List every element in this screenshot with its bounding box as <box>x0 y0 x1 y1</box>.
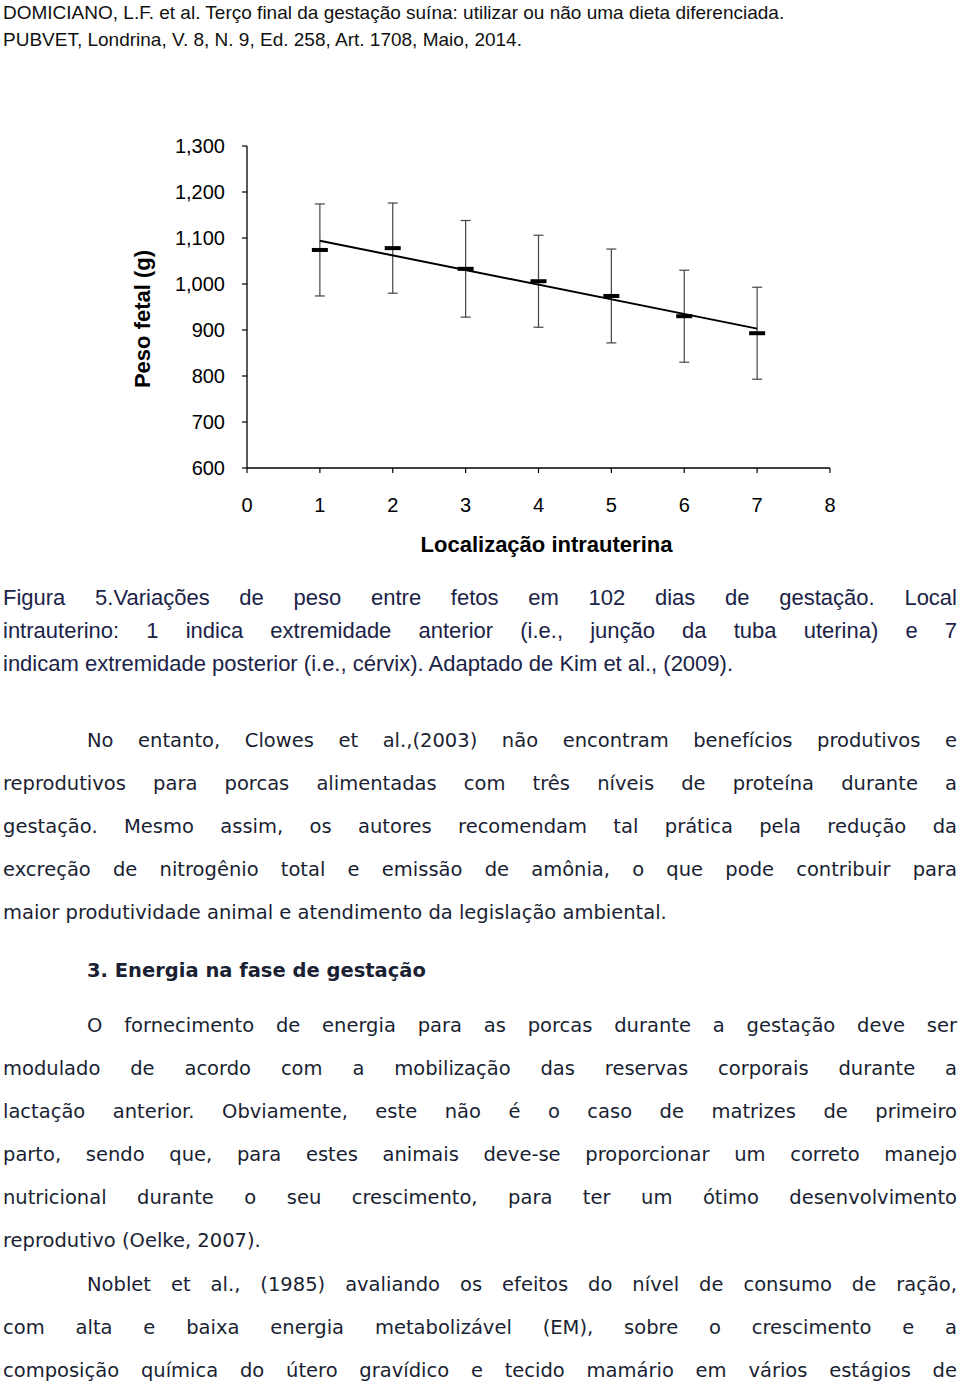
y-tick-label: 600 <box>192 457 225 479</box>
error-cap <box>315 295 325 296</box>
y-tick <box>242 237 247 238</box>
x-axis-title: Localização intrauterina <box>421 532 674 557</box>
x-tick <box>538 468 539 473</box>
x-tick-label: 8 <box>824 494 835 516</box>
x-tick <box>465 468 466 473</box>
y-tick <box>242 467 247 468</box>
caption-line: intrauterino: 1 indica extremidade anter… <box>3 618 957 644</box>
y-tick <box>242 375 247 376</box>
error-cap <box>388 202 398 203</box>
paragraph-line: nutricional durante o seu crescimento, p… <box>3 1185 957 1211</box>
x-tick-label: 6 <box>679 494 690 516</box>
x-tick <box>319 468 320 473</box>
error-cap <box>606 342 616 343</box>
trend-line <box>320 241 757 329</box>
mean-marker <box>385 246 401 250</box>
paragraph-line: reprodutivo (Oelke, 2007). <box>3 1228 261 1254</box>
y-tick-label: 1,200 <box>175 181 225 203</box>
error-cap <box>679 362 689 363</box>
y-tick <box>242 283 247 284</box>
x-tick-label: 5 <box>606 494 617 516</box>
y-tick-label: 800 <box>192 365 225 387</box>
y-tick <box>242 145 247 146</box>
plot-area <box>312 203 765 379</box>
paragraph-line: Noblet et al., (1985) avaliando os efeit… <box>87 1272 957 1298</box>
x-tick <box>392 468 393 473</box>
x-tick <box>829 468 830 473</box>
y-tick <box>242 329 247 330</box>
paragraph-line: excreção de nitrogênio total e emissão d… <box>3 857 957 883</box>
error-cap <box>461 317 471 318</box>
x-tick <box>757 468 758 473</box>
error-cap <box>315 203 325 204</box>
mean-marker <box>749 331 765 335</box>
header-line: PUBVET, Londrina, V. 8, N. 9, Ed. 258, A… <box>3 27 522 53</box>
error-cap <box>534 327 544 328</box>
caption-line: indicam extremidade posterior (i.e., cér… <box>3 651 957 677</box>
section-heading: 3. Energia na fase de gestação <box>87 958 426 984</box>
error-cap <box>752 287 762 288</box>
y-tick-label: 700 <box>192 411 225 433</box>
error-cap <box>752 379 762 380</box>
paragraph-line: com alta e baixa energia metabolizável (… <box>3 1315 957 1341</box>
y-tick-label: 1,100 <box>175 227 225 249</box>
paragraph-line: reprodutivos para porcas alimentadas com… <box>3 771 957 797</box>
y-tick-label: 1,000 <box>175 273 225 295</box>
mean-marker <box>312 248 328 252</box>
x-tick-label: 4 <box>533 494 544 516</box>
y-tick-label: 1,300 <box>175 135 225 157</box>
y-tick-label: 900 <box>192 319 225 341</box>
x-tick-label: 3 <box>460 494 471 516</box>
error-cap <box>461 220 471 221</box>
paragraph-line: modulado de acordo com a mobilização das… <box>3 1056 957 1082</box>
paragraph-line: gestação. Mesmo assim, os autores recome… <box>3 814 957 840</box>
caption-line: Figura 5.Variações de peso entre fetos e… <box>3 585 957 611</box>
error-cap <box>606 248 616 249</box>
header-line: DOMICIANO, L.F. et al. Terço final da ge… <box>3 0 784 26</box>
paragraph-line: lactação anterior. Obviamente, este não … <box>3 1099 957 1125</box>
paragraph-line: No entanto, Clowes et al.,(2003) não enc… <box>87 728 957 754</box>
x-tick <box>684 468 685 473</box>
y-axis <box>246 146 247 468</box>
paragraph-line: parto, sendo que, para estes animais dev… <box>3 1142 957 1168</box>
x-tick <box>246 468 247 473</box>
y-tick <box>242 421 247 422</box>
paragraph-line: maior produtividade animal e atendimento… <box>3 900 667 926</box>
x-tick-label: 0 <box>241 494 252 516</box>
y-tick <box>242 191 247 192</box>
chart: 600 700 800 900 1,000 1,100 1,200 1,300 0 1 2 3 4 5 6 7… <box>0 0 960 580</box>
error-cap <box>388 293 398 294</box>
error-cap <box>534 235 544 236</box>
x-tick-label: 2 <box>387 494 398 516</box>
paragraph-line: composição química do útero gravídico e … <box>3 1358 957 1384</box>
paragraph-line: O fornecimento de energia para as porcas… <box>87 1013 957 1039</box>
x-tick-label: 7 <box>752 494 763 516</box>
error-cap <box>679 270 689 271</box>
x-tick <box>611 468 612 473</box>
x-tick-label: 1 <box>314 494 325 516</box>
y-axis-title: Peso fetal (g) <box>130 250 155 388</box>
